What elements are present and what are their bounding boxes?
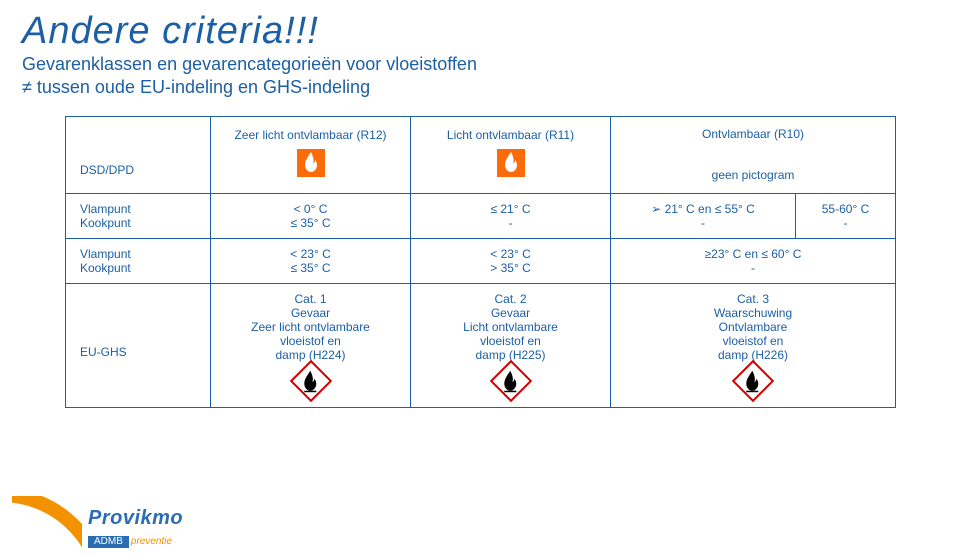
row-label-vp-kp-ghs: Vlampunt Kookpunt [66,239,211,284]
table-row: EU-GHS Cat. 1 Gevaar Zeer licht ontvlamb… [66,284,896,408]
val: ≤ 35° C [217,261,404,275]
ghs-diamond-icon [289,360,331,402]
hazard-line: vloeistof en [417,334,604,348]
cell-value: < 23° C ≤ 35° C [211,239,411,284]
hazard-line: Licht ontvlambare [417,320,604,334]
hazard-line: Zeer licht ontvlambare [217,320,404,334]
col-header-r10: Ontvlambaar (R10) geen pictogram [611,116,896,193]
col-header-r12: Zeer licht ontvlambaar (R12) [211,116,411,193]
val: > 35° C [417,261,604,275]
table-row: Vlampunt Kookpunt < 0° C ≤ 35° C ≤ 21° C… [66,194,896,239]
cell-ghs-cat1: Cat. 1 Gevaar Zeer licht ontvlambare vlo… [211,284,411,408]
cell-value: ➢ 21° C en ≤ 55° C - [611,194,796,239]
eughs-label: EU-GHS [80,345,204,359]
signal-word: Gevaar [217,306,404,320]
hazard-line: vloeistof en [617,334,889,348]
val: - [802,216,889,230]
cell-value: < 0° C ≤ 35° C [211,194,411,239]
signal-word: Gevaar [417,306,604,320]
val: ≤ 21° C [417,202,604,216]
logo-sub-bar: ADMB [88,536,129,548]
row-label-dsd: DSD/DPD [66,116,211,193]
val: 55-60° C [802,202,889,216]
flame-icon [297,149,325,177]
page-subtitle: Gevarenklassen en gevarencategorieën voo… [0,53,640,106]
hazard-line: vloeistof en [217,334,404,348]
row-label-vp-kp: Vlampunt Kookpunt [66,194,211,239]
logo-main-text: Provikmo [88,508,183,528]
header-text: Licht ontvlambaar (R11) [417,126,604,145]
logo-sub-word: preventie [129,536,172,547]
header-text: Ontvlambaar (R10) [617,125,889,144]
header-text: Zeer licht ontvlambaar (R12) [217,126,404,145]
cell-value: ≤ 21° C - [411,194,611,239]
no-pictogram-note: geen pictogram [617,166,889,185]
cat-label: Cat. 2 [417,292,604,306]
vlampunt-label: Vlampunt [80,247,204,261]
flame-icon [497,149,525,177]
cat-label: Cat. 1 [217,292,404,306]
subtitle-line1: Gevarenklassen en gevarencategorieën voo… [22,54,477,74]
val: - [617,261,889,275]
criteria-table: DSD/DPD Zeer licht ontvlambaar (R12) Lic… [65,116,896,408]
val: < 23° C [417,247,604,261]
row-label-eughs: EU-GHS [66,284,211,408]
val: - [617,216,789,230]
kookpunt-label: Kookpunt [80,216,204,230]
signal-word: Waarschuwing [617,306,889,320]
kookpunt-label: Kookpunt [80,261,204,275]
footer-logo: Provikmo ADMBpreventie [12,496,183,548]
table-row: DSD/DPD Zeer licht ontvlambaar (R12) Lic… [66,116,896,193]
hazard-line: Ontvlambare [617,320,889,334]
cat-label: Cat. 3 [617,292,889,306]
ghs-diamond-icon [489,360,531,402]
val: < 23° C [217,247,404,261]
val: - [417,216,604,230]
val: ≤ 35° C [217,216,404,230]
cell-value: 55-60° C - [796,194,896,239]
cell-ghs-cat2: Cat. 2 Gevaar Licht ontvlambare vloeisto… [411,284,611,408]
val: ≥23° C en ≤ 60° C [617,247,889,261]
logo-arc-icon [12,496,82,548]
ghs-diamond-icon [732,360,774,402]
subtitle-line2: ≠ tussen oude EU-indeling en GHS-indelin… [22,77,370,97]
cell-ghs-cat3: Cat. 3 Waarschuwing Ontvlambare vloeisto… [611,284,896,408]
table-row: Vlampunt Kookpunt < 23° C ≤ 35° C < 23° … [66,239,896,284]
cell-value: < 23° C > 35° C [411,239,611,284]
val: < 0° C [217,202,404,216]
cell-value: ≥23° C en ≤ 60° C - [611,239,896,284]
page-title: Andere criteria!!! [0,0,960,53]
dsd-label: DSD/DPD [80,163,204,177]
col-header-r11: Licht ontvlambaar (R11) [411,116,611,193]
vlampunt-label: Vlampunt [80,202,204,216]
val: ➢ 21° C en ≤ 55° C [617,202,789,216]
